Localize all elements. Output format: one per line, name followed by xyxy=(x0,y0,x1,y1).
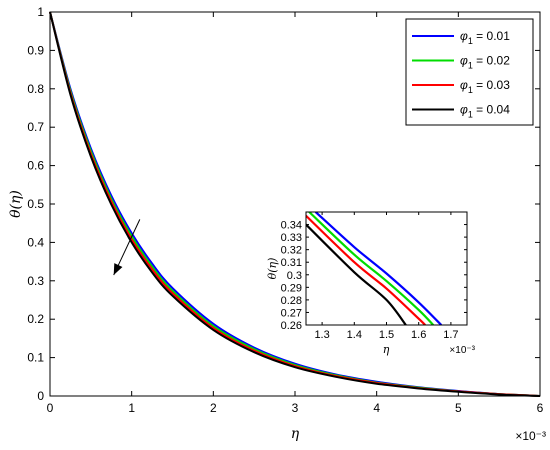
inset-background xyxy=(306,212,467,325)
inset-y-tick-label: 0.26 xyxy=(281,320,302,332)
y-tick-label: 0.4 xyxy=(27,235,44,249)
inset-series-line-2 xyxy=(308,212,434,325)
y-tick-label: 0.1 xyxy=(27,351,44,365)
inset-x-axis-multiplier: ×10⁻³ xyxy=(449,345,475,356)
inset-series-line-1 xyxy=(314,212,443,325)
main-plot: 0 1 2 3 4 5 6 0 0.1 0.2 0.3 0.4 0.5 0.6 0.7 0.8 0.9 1 η θ(η… xyxy=(8,5,546,443)
x-tick-label: 4 xyxy=(373,401,380,415)
y-tick-label: 0.6 xyxy=(27,159,44,173)
inset-y-tick-label: 0.29 xyxy=(281,282,302,294)
x-axis-label: η xyxy=(291,426,300,442)
legend-entry-4: φ1 = 0.04 xyxy=(460,103,510,120)
x-tick-label: 1 xyxy=(128,401,135,415)
inset-y-tick-label: 0.33 xyxy=(281,232,302,244)
y-tick-label: 0.8 xyxy=(27,82,44,96)
trend-arrow-head xyxy=(113,263,123,276)
inset-y-tick-label: 0.3 xyxy=(287,270,302,282)
y-tick-label: 0 xyxy=(37,389,44,403)
y-tick-label: 0.7 xyxy=(27,120,44,134)
inset-y-tick-label: 0.27 xyxy=(281,307,302,319)
y-tick-label: 0.5 xyxy=(27,197,44,211)
legend-entry-2: φ1 = 0.02 xyxy=(460,54,510,71)
y-tick-label: 0.2 xyxy=(27,312,44,326)
inset-x-tick-label: 1.7 xyxy=(443,329,458,341)
y-tick-label: 0.9 xyxy=(27,43,44,57)
x-tick-label: 0 xyxy=(47,401,54,415)
inset-y-axis-label: θ(η) xyxy=(266,258,279,280)
inset-x-tick-label: 1.3 xyxy=(314,329,329,341)
inset-x-axis-label: η xyxy=(383,343,390,356)
inset-series-line-3 xyxy=(306,214,426,325)
x-tick-label: 6 xyxy=(537,401,544,415)
x-tick-label: 5 xyxy=(455,401,462,415)
series-line-4 xyxy=(49,11,541,397)
inset-series-line-4 xyxy=(306,223,407,325)
y-axis-label: θ(η) xyxy=(8,190,24,218)
x-axis-multiplier: ×10⁻³ xyxy=(515,429,546,443)
x-tick-label: 2 xyxy=(210,401,217,415)
legend: φ1 = 0.01 φ1 = 0.02 φ1 = 0.03 φ1 = 0.04 xyxy=(405,18,534,126)
inset-y-tick-label: 0.34 xyxy=(281,220,302,232)
inset-plot: 1.3 1.4 1.5 1.6 1.70.260.270.280.290.30.310.… xyxy=(266,211,476,356)
inset-x-tick-label: 1.6 xyxy=(411,329,426,341)
x-tick-label: 3 xyxy=(292,401,299,415)
inset-x-tick-label: 1.5 xyxy=(379,329,394,341)
y-tick-label: 1 xyxy=(37,5,44,19)
inset-y-tick-label: 0.28 xyxy=(281,295,302,307)
inset-y-tick-label: 0.31 xyxy=(281,257,302,269)
y-tick-label: 0.3 xyxy=(27,274,44,288)
inset-y-tick-label: 0.32 xyxy=(281,245,302,257)
legend-entry-1: φ1 = 0.01 xyxy=(460,29,510,46)
legend-entry-3: φ1 = 0.03 xyxy=(460,78,510,95)
inset-x-tick-label: 1.4 xyxy=(347,329,362,341)
